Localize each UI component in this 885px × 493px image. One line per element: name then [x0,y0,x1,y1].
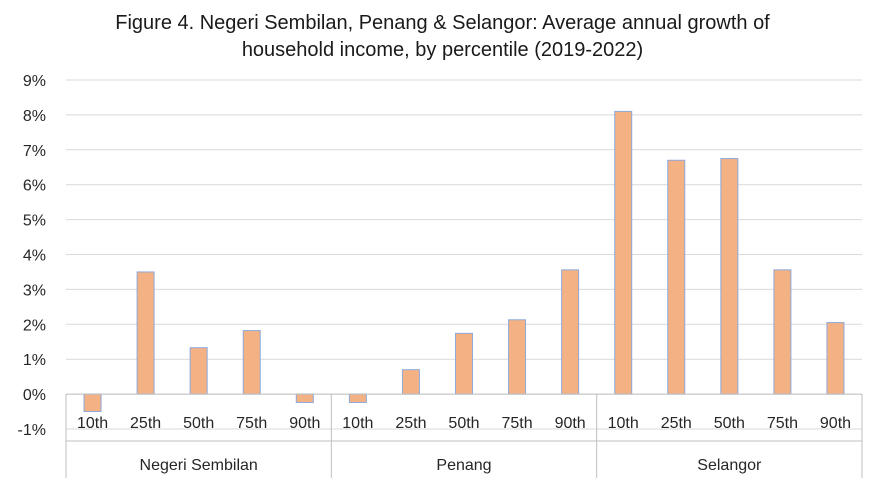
bar [295,393,314,403]
y-tick-label: 8% [23,108,46,125]
x-tick-label: 75th [767,415,798,432]
group-label: Selangor [697,457,762,474]
bar [83,393,102,413]
bar [508,319,527,395]
y-tick-label: 9% [23,73,46,90]
x-tick-label: 50th [714,415,745,432]
x-tick-label: 50th [183,415,214,432]
y-tick-label: 0% [23,387,46,404]
bar [348,393,367,403]
bar [455,332,473,395]
x-tick-label: 90th [555,415,586,432]
group-label: Penang [436,457,491,474]
x-tick-label: 90th [289,415,320,432]
y-tick-label: 1% [23,352,46,369]
y-tick-label: 4% [23,248,46,265]
y-tick-label: 2% [23,317,46,334]
bar [401,369,420,395]
y-tick-label: 7% [23,143,46,160]
bar [189,347,208,395]
x-tick-label: 90th [820,415,851,432]
x-tick-label: 50th [448,415,479,432]
x-tick-label: 25th [661,415,692,432]
x-tick-label: 75th [236,415,267,432]
group-label: Negeri Sembilan [140,457,258,474]
bar [561,269,580,395]
y-tick-label: -1% [18,422,46,439]
x-tick-label: 10th [608,415,639,432]
bar [242,330,261,395]
chart-title-line-1: Figure 4. Negeri Sembilan, Penang & Sela… [115,12,770,34]
chart-title: Figure 4. Negeri Sembilan, Penang & Sela… [0,10,885,64]
x-tick-label: 75th [501,415,532,432]
bar [136,271,155,395]
y-tick-label: 6% [23,178,46,195]
x-tick-label: 10th [77,415,108,432]
bar [773,269,792,395]
x-tick-label: 25th [395,415,426,432]
bar [614,110,633,395]
y-tick-label: 3% [23,282,46,299]
chart-title-line-2: household income, by percentile (2019-20… [241,39,644,61]
bar [826,322,845,395]
x-tick-label: 25th [130,415,161,432]
bar [720,158,739,395]
bar [667,159,686,395]
x-tick-label: 10th [342,415,373,432]
y-tick-label: 5% [23,213,46,230]
